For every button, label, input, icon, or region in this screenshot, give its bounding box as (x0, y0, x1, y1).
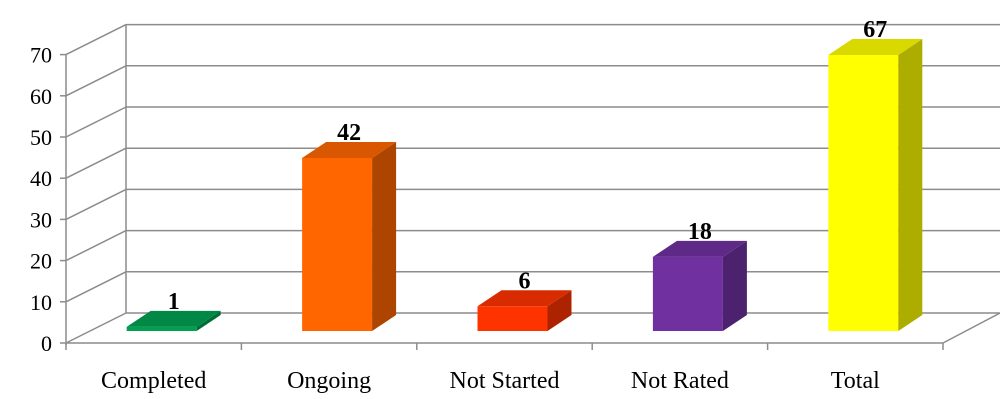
gridline-side (65, 271, 127, 303)
y-tick-label: 20 (30, 249, 52, 274)
bar-front-face (652, 256, 723, 331)
x-tick-label: Not Started (450, 368, 560, 394)
bar-front-face (477, 306, 548, 331)
bar-top-face (477, 290, 572, 307)
y-tick-label: 0 (41, 331, 52, 356)
y-tick-label: 10 (30, 290, 52, 315)
data-label: 67 (863, 17, 887, 43)
bar-side-face (722, 240, 747, 331)
labels-layer: 1 Completed 42 Ongoing 6 Not Started 18 Not Rat… (101, 17, 887, 394)
bar (652, 240, 747, 331)
bar-top-face (126, 310, 221, 327)
data-label: 18 (688, 219, 712, 245)
bar (477, 290, 572, 331)
bar-front-face (302, 157, 373, 331)
bar-top-face (302, 141, 397, 158)
bar-front-face (828, 54, 899, 332)
bars-layer (126, 38, 923, 332)
axis-layer: 0 10 20 30 40 50 60 70 (30, 24, 1000, 356)
bar (302, 141, 397, 331)
data-label: 6 (519, 268, 531, 294)
bar-side-face (196, 310, 221, 331)
bar-side-face (898, 38, 923, 332)
gridline-side (65, 23, 127, 56)
x-tick-label: Total (831, 368, 880, 394)
data-label: 42 (337, 120, 361, 146)
bar-top-face (828, 38, 923, 55)
data-label: 1 (168, 289, 180, 315)
y-tick-label: 30 (30, 207, 52, 232)
bar-front-face (126, 326, 197, 331)
bar (126, 310, 221, 331)
gridline-side (65, 312, 127, 344)
bar-top-face (652, 240, 747, 257)
bar-side-face (547, 290, 572, 331)
bar (828, 38, 923, 332)
y-tick-label: 70 (30, 43, 52, 68)
gridline-side (65, 147, 127, 179)
x-tick-label: Not Rated (631, 368, 729, 394)
gridline-side (65, 106, 127, 138)
bar-side-face (372, 141, 397, 331)
floor-right-edge (942, 312, 1000, 344)
y-tick-label: 50 (30, 125, 52, 150)
x-tick-label: Completed (101, 368, 206, 394)
gridline-side (65, 188, 127, 221)
y-tick-label: 40 (30, 166, 52, 191)
gridline-side (65, 229, 127, 262)
x-tick-label: Ongoing (287, 368, 371, 394)
y-tick-label: 60 (30, 84, 52, 109)
gridline-side (65, 65, 127, 97)
